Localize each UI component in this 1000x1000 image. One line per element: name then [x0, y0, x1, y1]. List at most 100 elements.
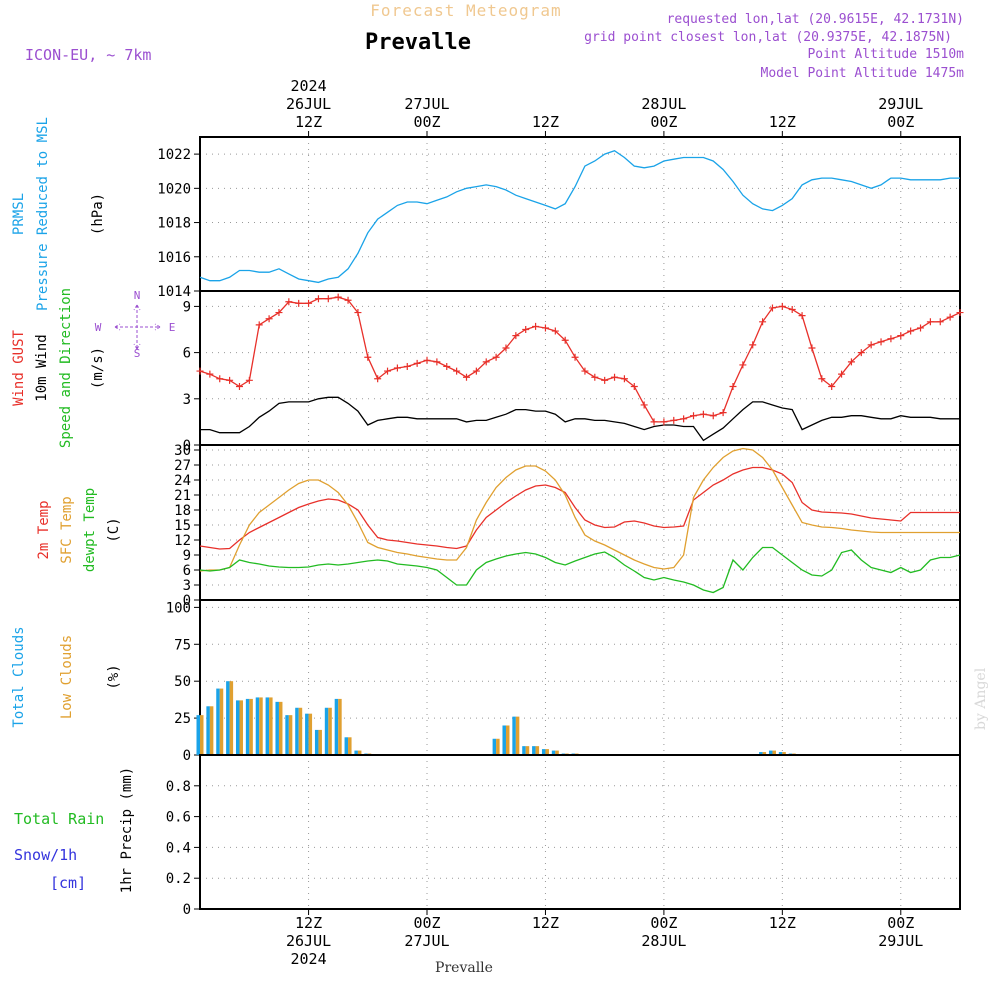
low-cloud-bar — [200, 715, 204, 755]
model-label: ICON-EU, ~ 7km — [25, 46, 151, 64]
gust-marker — [926, 318, 934, 326]
snow-unit-label: [cm] — [50, 874, 86, 892]
low-cloud-bar — [525, 746, 530, 755]
total-cloud-bar — [768, 750, 773, 755]
y-tick-label: 12 — [174, 533, 191, 549]
y-tick-label: 0 — [183, 902, 191, 918]
clouds-panel: 0 25 50 75 100 — [166, 599, 961, 764]
compass-e: E — [169, 321, 176, 334]
gust-marker — [393, 364, 401, 372]
gust-marker — [867, 341, 875, 349]
total-cloud-bar — [314, 729, 319, 755]
total-cloud-bar — [551, 750, 556, 755]
clouds-unit-label: (%) — [106, 664, 122, 689]
y-tick-label: 1016 — [157, 250, 191, 266]
gust-line — [199, 296, 961, 423]
gust-marker — [739, 361, 747, 369]
low-cloud-bar — [269, 697, 273, 755]
total-cloud-bar — [512, 716, 516, 755]
total-cloud-bar — [245, 698, 250, 755]
compass-w: W — [95, 321, 102, 334]
total-cloud-bar — [226, 681, 230, 755]
total-cloud-bar — [196, 715, 200, 755]
gust-marker — [650, 418, 658, 426]
gust-marker — [324, 295, 332, 303]
tsfc-line — [199, 447, 960, 572]
y-tick-label: 25 — [174, 711, 191, 727]
time-label: 29JUL — [878, 932, 923, 950]
y-tick-label: 100 — [166, 600, 191, 616]
low-cloud-bar — [545, 749, 549, 755]
time-label: 28JUL — [641, 95, 686, 113]
gust-marker — [640, 401, 648, 409]
gust-marker — [235, 382, 243, 390]
total-cloud-bar — [295, 707, 299, 755]
y-tick-label: 0 — [183, 748, 191, 764]
low-cloud-bar — [288, 715, 293, 755]
time-label: 00Z — [413, 914, 440, 932]
gust-marker — [591, 373, 599, 381]
y-tick-label: 24 — [174, 473, 191, 489]
low-cloud-bar — [209, 706, 214, 755]
time-label: 00Z — [650, 113, 677, 131]
y-tick-label: 6 — [183, 563, 191, 579]
time-label: 12Z — [532, 914, 559, 932]
gust-marker — [719, 409, 727, 417]
time-label: 00Z — [887, 914, 914, 932]
total-cloud-bar — [502, 725, 506, 755]
low-cloud-bar — [348, 737, 352, 755]
gust-marker — [709, 412, 717, 420]
compass-s: S — [134, 347, 141, 360]
y-tick-label: 75 — [174, 637, 191, 653]
total-cloud-bar — [492, 738, 497, 755]
low-cloud-bar — [298, 707, 303, 755]
gust-marker — [749, 341, 757, 349]
total-cloud-bar — [354, 750, 358, 755]
low-cloud-bar — [535, 746, 540, 755]
grid-coords: grid point closest lon,lat (20.9375E, 42… — [584, 30, 952, 45]
low-cloud-bar — [259, 697, 263, 755]
y-tick-label: 3 — [183, 578, 191, 594]
gust-marker — [660, 418, 668, 426]
gust-label: Wind GUST — [11, 330, 27, 406]
y-tick-label: 21 — [174, 488, 191, 504]
time-label: 12Z — [769, 914, 796, 932]
gust-marker — [472, 367, 480, 375]
low-cloud-bar — [762, 752, 767, 755]
y-tick-label: 6 — [183, 346, 191, 362]
wind10-label: 10m Wind — [34, 334, 50, 401]
gust-marker — [680, 415, 688, 423]
gust-marker — [788, 305, 796, 313]
gust-marker — [778, 302, 786, 310]
wind-unit-label: (m/s) — [90, 347, 106, 389]
y-tick-label: 18 — [174, 503, 191, 519]
y-tick-label: 30 — [174, 443, 191, 459]
y-tick-label: 15 — [174, 518, 191, 534]
gust-marker — [601, 376, 609, 384]
panel-frame — [199, 136, 961, 292]
model-point-altitude: Model Point Altitude 1475m — [761, 66, 965, 81]
gust-marker — [699, 410, 707, 418]
gust-marker — [344, 296, 352, 304]
low-cloud-bar — [328, 707, 332, 755]
gust-marker — [620, 375, 628, 383]
y-tick-label: 1014 — [157, 284, 191, 300]
gust-marker — [413, 359, 421, 367]
gust-marker — [630, 382, 638, 390]
panel-labels: PRMSL Pressure Reduced to MSL (hPa) Wind GU… — [11, 117, 175, 893]
y-tick-label: 1022 — [157, 147, 191, 163]
compass-n: N — [134, 289, 141, 302]
total-cloud-bar — [206, 706, 210, 755]
gust-marker — [541, 324, 549, 332]
total-clouds-label: Total Clouds — [11, 626, 27, 727]
panel-frame — [199, 754, 961, 910]
y-tick-label: 0.4 — [166, 840, 191, 856]
gust-marker — [482, 358, 490, 366]
time-label: 12Z — [532, 113, 559, 131]
pressure-unit-label: (hPa) — [90, 193, 106, 235]
gust-marker — [314, 295, 322, 303]
footer-location: Prevalle — [435, 960, 493, 976]
snow-label: Snow/1h — [14, 846, 77, 864]
wind-direction-label: Speed and Direction — [58, 288, 74, 448]
